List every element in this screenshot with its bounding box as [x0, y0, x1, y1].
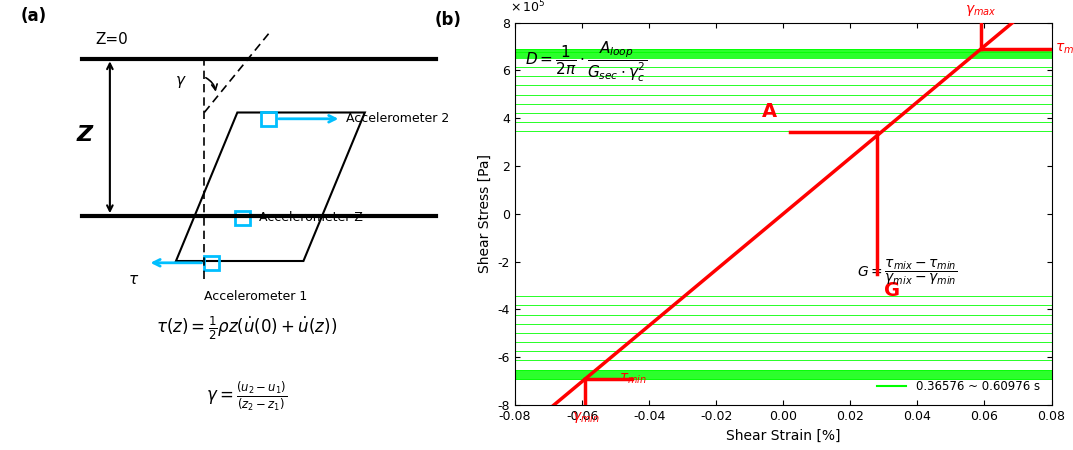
Text: $\tau_{max}$: $\tau_{max}$: [1055, 41, 1073, 56]
Text: $G = \dfrac{\tau_{mix} - \tau_{min}}{\gamma_{mix} - \gamma_{min}}$: $G = \dfrac{\tau_{mix} - \tau_{min}}{\ga…: [857, 257, 957, 287]
Text: τ: τ: [129, 271, 138, 287]
Text: $\gamma = \frac{(u_2 - u_1)}{(z_2 - z_1)}$: $\gamma = \frac{(u_2 - u_1)}{(z_2 - z_1)…: [206, 379, 288, 413]
Text: (a): (a): [20, 7, 46, 25]
Text: $\times\,10^5$: $\times\,10^5$: [510, 0, 545, 15]
Bar: [261, 112, 276, 126]
Text: Accelerometer Z: Accelerometer Z: [259, 212, 363, 224]
Text: $\gamma_{max}$: $\gamma_{max}$: [966, 3, 997, 18]
Text: $D = \dfrac{1}{2\pi} \cdot \dfrac{A_{loop}}{G_{sec} \cdot \gamma_c^2}$: $D = \dfrac{1}{2\pi} \cdot \dfrac{A_{loo…: [525, 39, 647, 84]
Text: Z=0: Z=0: [95, 32, 129, 47]
Bar: [204, 256, 219, 270]
Text: (b): (b): [435, 11, 461, 29]
Text: $\gamma_{min}$: $\gamma_{min}$: [572, 410, 600, 425]
Text: Accelerometer 1: Accelerometer 1: [204, 290, 308, 303]
Text: Z: Z: [77, 125, 93, 145]
Text: $\tau(z) = \frac{1}{2}\rho z(\dot{u}(0) + \dot{u}(z))$: $\tau(z) = \frac{1}{2}\rho z(\dot{u}(0) …: [157, 315, 337, 342]
Bar: [235, 211, 250, 225]
Legend: 0.36576 ~ 0.60976 s: 0.36576 ~ 0.60976 s: [871, 374, 1045, 399]
X-axis label: Shear Strain [%]: Shear Strain [%]: [726, 428, 840, 442]
Text: γ: γ: [176, 73, 185, 89]
Text: G: G: [884, 281, 900, 300]
Y-axis label: Shear Stress [Pa]: Shear Stress [Pa]: [479, 154, 493, 273]
Text: A: A: [762, 102, 777, 121]
Text: $\tau_{min}$: $\tau_{min}$: [619, 372, 647, 386]
Text: Accelerometer 2: Accelerometer 2: [346, 112, 450, 125]
